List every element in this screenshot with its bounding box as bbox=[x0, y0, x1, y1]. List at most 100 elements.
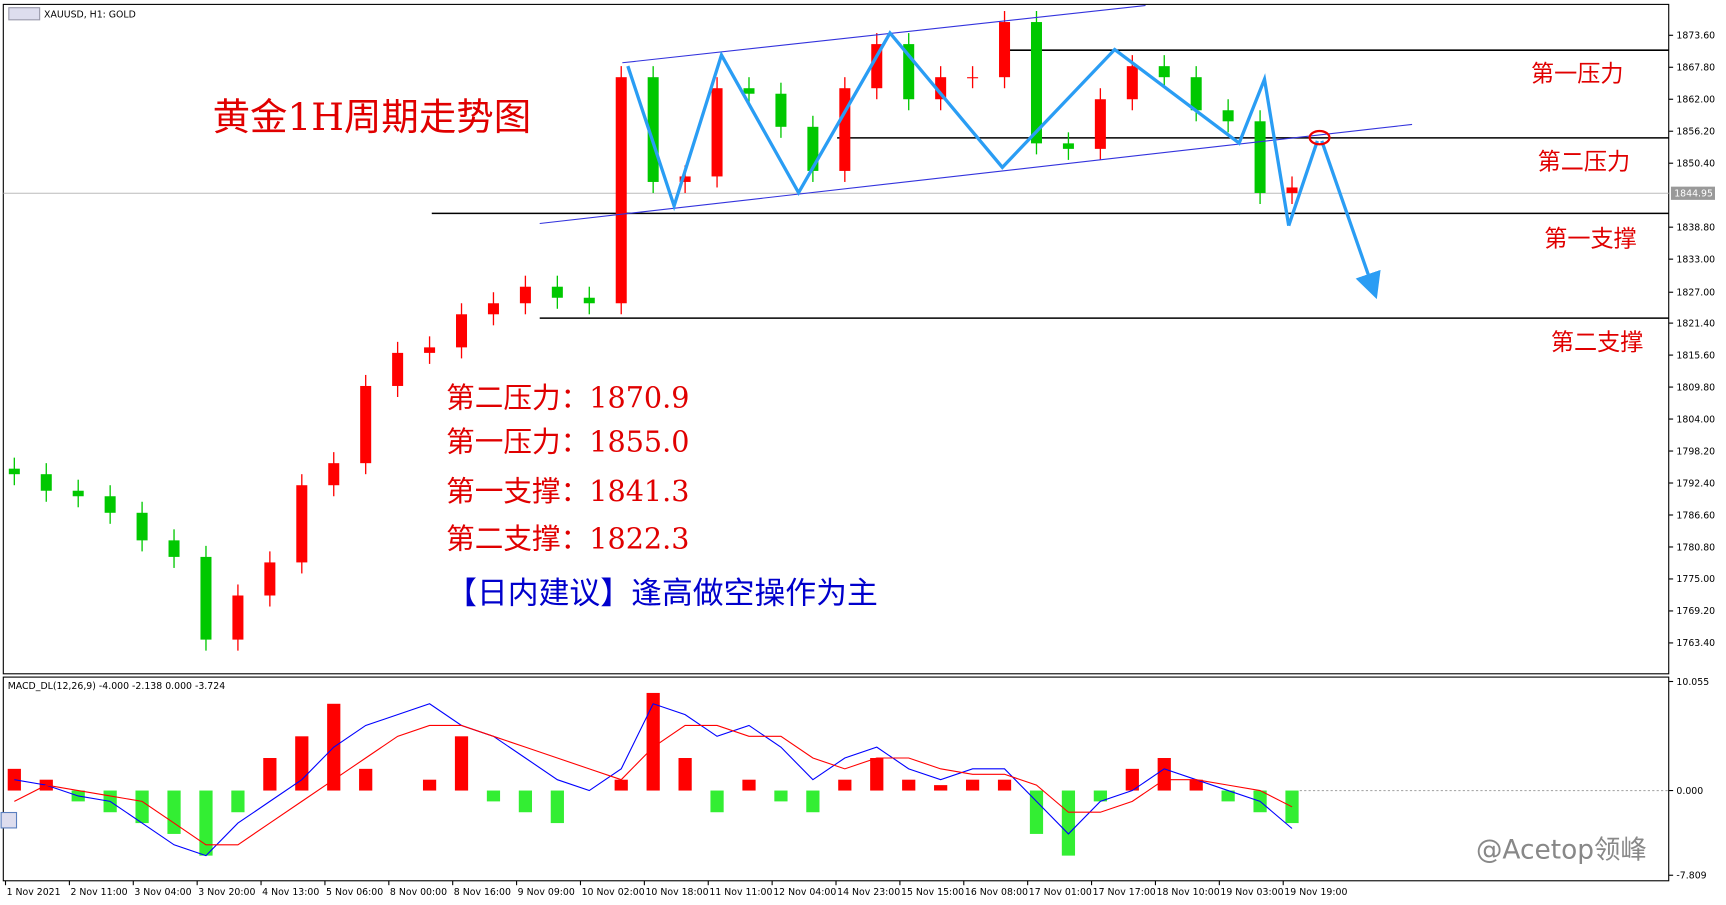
macd-bar bbox=[742, 779, 756, 791]
candle-body bbox=[1190, 77, 1202, 111]
level-name: 第二压力： bbox=[446, 380, 589, 414]
candle-body bbox=[807, 126, 819, 171]
zone-label: 第二支撑 bbox=[1551, 330, 1643, 356]
advice: 【日内建议】逢高做空操作为主 bbox=[446, 575, 878, 611]
channel-lower bbox=[539, 123, 1413, 225]
macd-bar bbox=[263, 758, 277, 791]
macd-bar bbox=[774, 790, 788, 802]
candle-body bbox=[903, 44, 915, 100]
macd-header: MACD_DL(12,26,9) -4.000 -2.138 0.000 -3.… bbox=[8, 681, 225, 692]
y-tick-label: -7.809 bbox=[1676, 871, 1706, 882]
candle-body bbox=[647, 77, 659, 182]
level-value: 1822.3 bbox=[589, 521, 689, 555]
y-tick-label: 1809.80 bbox=[1676, 382, 1715, 393]
level-text: 第一压力：1855.0 bbox=[446, 424, 689, 458]
candle-body bbox=[360, 385, 372, 464]
y-tick-label: 1792.40 bbox=[1676, 478, 1715, 489]
macd-bar bbox=[359, 768, 373, 791]
macd-bar bbox=[1189, 779, 1203, 791]
macd-bar bbox=[1157, 758, 1171, 791]
candle-body bbox=[775, 93, 787, 127]
macd-bar bbox=[1093, 790, 1107, 802]
y-tick-label: 1769.20 bbox=[1676, 606, 1715, 617]
candle-body bbox=[1158, 66, 1170, 78]
y-tick-label: 1862.00 bbox=[1676, 95, 1715, 106]
candle-body bbox=[871, 44, 883, 89]
level-name: 第一压力： bbox=[446, 424, 589, 458]
candle-body bbox=[1286, 187, 1298, 193]
candle-body bbox=[456, 314, 468, 348]
x-tick-label: 10 Nov 18:00 bbox=[645, 887, 708, 898]
candle-body bbox=[967, 77, 979, 79]
wave-path bbox=[626, 30, 1291, 226]
macd-line bbox=[14, 724, 1293, 846]
candle-body bbox=[839, 88, 851, 171]
macd-bar bbox=[678, 758, 692, 791]
macd-bar bbox=[934, 785, 948, 791]
candle-body bbox=[519, 286, 531, 304]
candle-body bbox=[104, 496, 116, 513]
candle-body bbox=[679, 176, 691, 182]
candle-body bbox=[1062, 143, 1074, 149]
y-tick-label: 1798.20 bbox=[1676, 446, 1715, 457]
candle-body bbox=[136, 512, 148, 541]
advice-bracket: 【日内建议】 bbox=[446, 575, 631, 611]
candle-body bbox=[615, 77, 627, 304]
y-tick-label: 1873.60 bbox=[1676, 31, 1715, 42]
y-tick-label: 0.000 bbox=[1676, 786, 1703, 797]
y-tick-label: 10.055 bbox=[1676, 677, 1709, 688]
y-tick-label: 1850.40 bbox=[1676, 159, 1715, 170]
candle-body bbox=[392, 352, 404, 386]
zone-label: 第二压力 bbox=[1538, 150, 1630, 176]
x-tick-label: 16 Nov 08:00 bbox=[965, 887, 1028, 898]
macd-bar bbox=[965, 779, 980, 791]
macd-bar bbox=[167, 790, 181, 834]
candle-body bbox=[743, 88, 755, 94]
level-text: 第一支撑：1841.3 bbox=[446, 474, 689, 508]
x-tick-label: 5 Nov 06:00 bbox=[326, 887, 383, 898]
y-tick-label: 1833.00 bbox=[1676, 254, 1715, 265]
y-tick-label: 1838.80 bbox=[1676, 222, 1715, 233]
macd-bar bbox=[7, 768, 21, 791]
macd-bar bbox=[135, 790, 149, 824]
y-tick-label: 1786.60 bbox=[1676, 510, 1715, 521]
watermark: @Acetop领峰 bbox=[1476, 835, 1647, 866]
candle-body bbox=[40, 474, 52, 491]
macd-bar bbox=[614, 779, 628, 791]
macd-bar bbox=[710, 790, 724, 813]
y-tick-label: 1763.40 bbox=[1676, 638, 1715, 649]
y-tick-label: 1815.60 bbox=[1676, 350, 1715, 361]
macd-bar bbox=[199, 790, 213, 856]
advice-text: 逢高做空操作为主 bbox=[631, 575, 878, 611]
candle-body bbox=[424, 347, 436, 353]
candle-body bbox=[168, 540, 180, 557]
candle-body bbox=[1126, 66, 1138, 100]
candle-body bbox=[999, 22, 1011, 78]
x-tick-label: 19 Nov 19:00 bbox=[1284, 887, 1347, 898]
candle-body bbox=[232, 595, 244, 640]
forecast-arrow bbox=[1320, 140, 1381, 300]
y-tick-label: 1827.00 bbox=[1676, 288, 1715, 299]
zone-label: 第一支撑 bbox=[1544, 227, 1636, 253]
macd-bar bbox=[997, 779, 1012, 791]
y-tick-label: 1780.80 bbox=[1676, 542, 1715, 553]
level-text: 第二支撑：1822.3 bbox=[446, 521, 689, 555]
macd-bar bbox=[870, 758, 884, 791]
breakout-circle bbox=[1308, 129, 1331, 146]
macd-bar bbox=[1125, 768, 1139, 791]
x-tick-label: 17 Nov 17:00 bbox=[1093, 887, 1156, 898]
x-tick-label: 19 Nov 03:00 bbox=[1220, 887, 1283, 898]
x-tick-label: 10 Nov 02:00 bbox=[582, 887, 645, 898]
x-tick-label: 8 Nov 16:00 bbox=[454, 887, 511, 898]
candle-body bbox=[296, 485, 308, 563]
y-tick-label: 1821.40 bbox=[1676, 318, 1715, 329]
macd-bar bbox=[1061, 790, 1076, 856]
chart-title: 黄金1H周期走势图 bbox=[213, 95, 532, 139]
candle-body bbox=[1222, 110, 1234, 122]
y-tick-label: 1856.20 bbox=[1676, 127, 1715, 138]
side-icon[interactable] bbox=[0, 811, 18, 829]
candle-body bbox=[935, 77, 947, 100]
macd-bar bbox=[454, 736, 469, 791]
candle-body bbox=[72, 490, 84, 497]
